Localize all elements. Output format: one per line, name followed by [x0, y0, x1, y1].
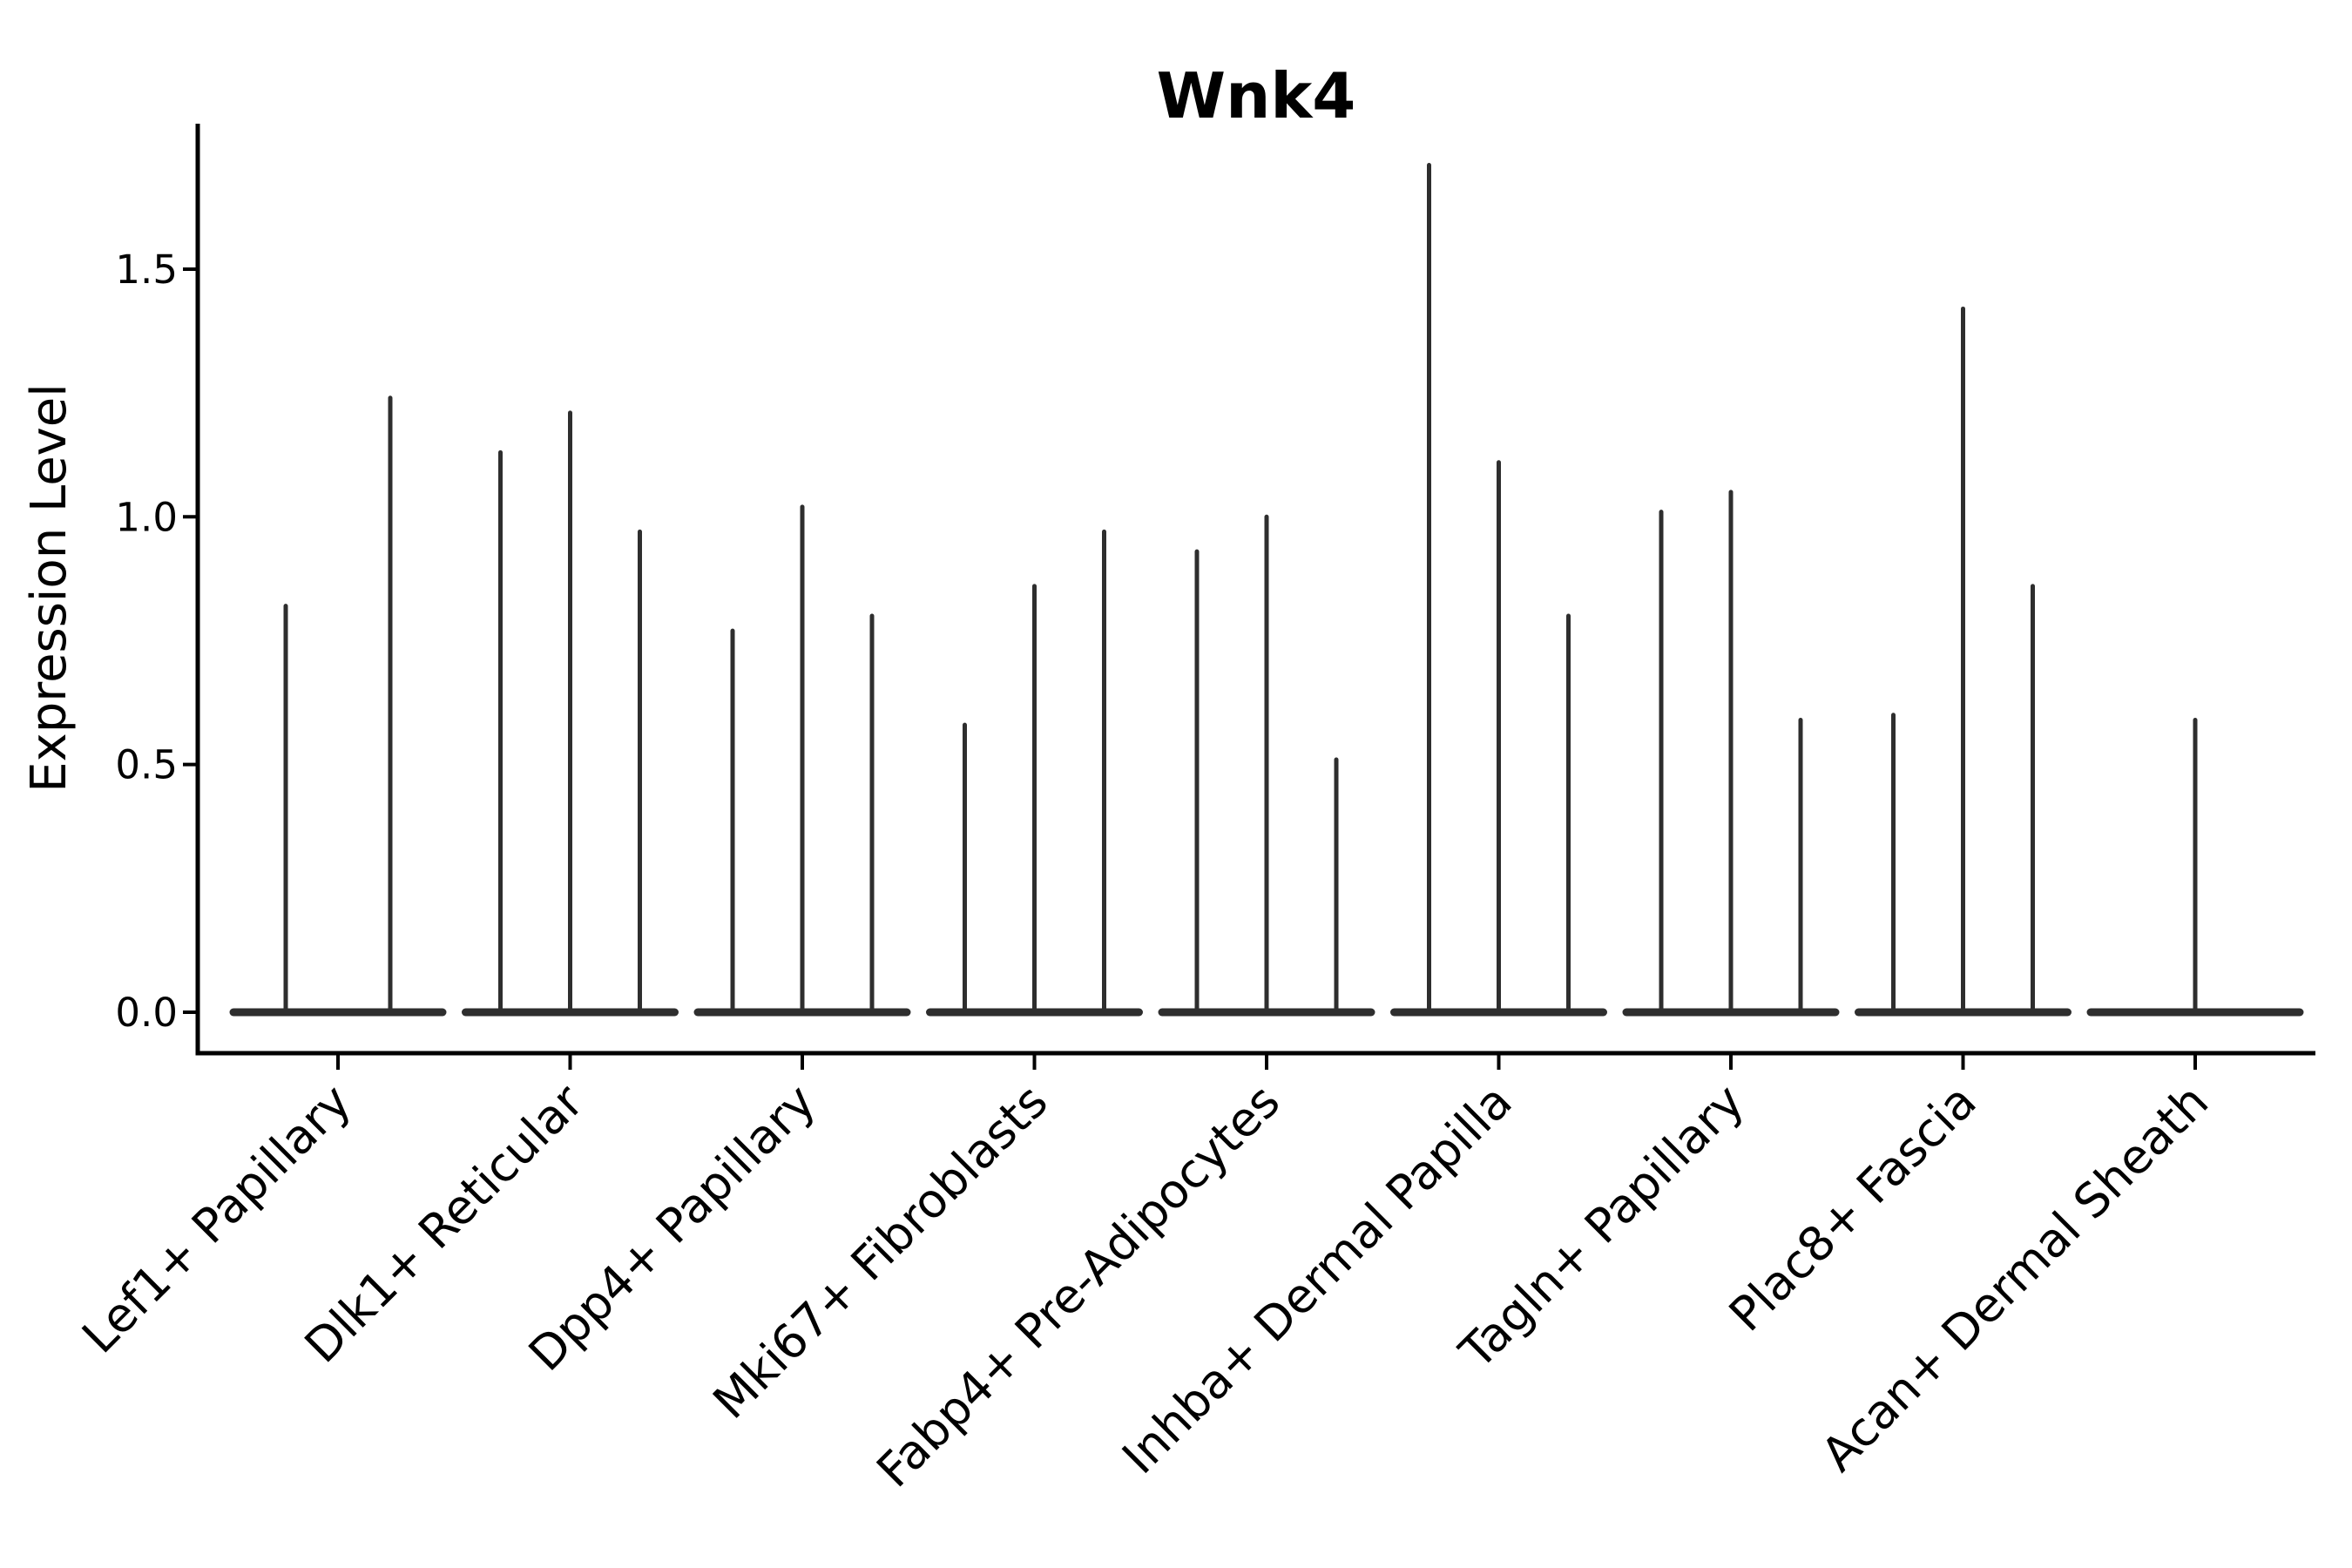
y-tick-label: 1.0: [115, 494, 178, 540]
y-tick-label: 1.5: [115, 247, 178, 293]
y-axis-label: Expression Level: [21, 383, 78, 793]
y-tick-label: 0.5: [115, 742, 178, 788]
y-tick-label: 0.0: [115, 990, 178, 1036]
chart-title: Wnk4: [1157, 59, 1356, 132]
x-tick-label: Plac8+ Fascia: [1719, 1074, 1987, 1342]
x-tick-label: Fabp4+ Pre-Adipocytes: [866, 1074, 1290, 1498]
x-tick-label: Acan+ Dermal Sheath: [1811, 1074, 2219, 1482]
x-tick-label: Inhba+ Dermal Papilla: [1112, 1074, 1522, 1484]
